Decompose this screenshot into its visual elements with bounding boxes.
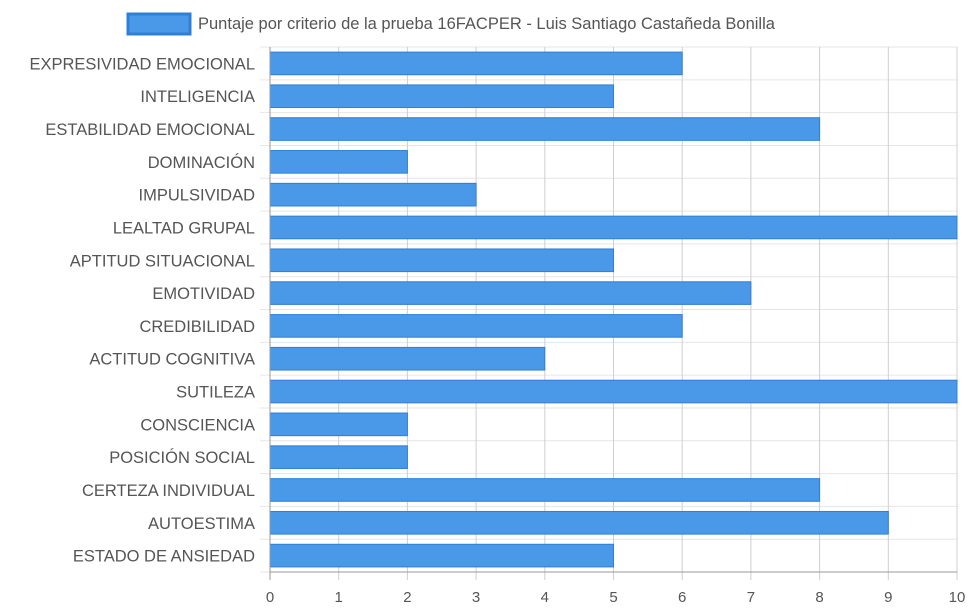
- x-tick-label: 6: [678, 589, 686, 606]
- category-label: IMPULSIVIDAD: [139, 187, 256, 205]
- x-tick-label: 8: [815, 589, 823, 606]
- x-tick-label: 3: [472, 589, 480, 606]
- category-label: INTELIGENCIA: [140, 88, 255, 106]
- category-label: ESTABILIDAD EMOCIONAL: [45, 121, 255, 139]
- bar[interactable]: [269, 510, 889, 535]
- category-label: SUTILEZA: [176, 384, 255, 402]
- category-label: ESTADO DE ANSIEDAD: [73, 548, 255, 566]
- bar[interactable]: [269, 281, 752, 305]
- legend-swatch[interactable]: [126, 12, 192, 36]
- category-label: CERTEZA INDIVIDUAL: [82, 482, 255, 500]
- axes: [269, 47, 957, 573]
- category-labels: EXPRESIVIDAD EMOCIONAL INTELIGENCIA ESTABI…: [29, 55, 255, 565]
- bar[interactable]: [269, 379, 958, 404]
- bar[interactable]: [269, 346, 546, 371]
- bar[interactable]: [269, 215, 958, 240]
- bar[interactable]: [269, 84, 614, 109]
- x-tick-label: 7: [747, 589, 755, 606]
- category-label: LEALTAD GRUPAL: [113, 219, 255, 237]
- x-tick-label: 0: [266, 589, 274, 606]
- category-label: POSICIÓN SOCIAL: [109, 448, 255, 467]
- bars: [269, 51, 958, 568]
- bar[interactable]: [269, 248, 614, 273]
- category-label: ACTITUD COGNITIVA: [89, 351, 255, 369]
- bar[interactable]: [269, 150, 408, 174]
- bar[interactable]: [269, 445, 408, 469]
- bar[interactable]: [269, 314, 683, 338]
- x-tick-label: 9: [884, 589, 892, 606]
- category-label: AUTOESTIMA: [148, 515, 255, 533]
- bar[interactable]: [269, 412, 408, 437]
- category-label: EXPRESIVIDAD EMOCIONAL: [29, 55, 255, 73]
- x-tick-label: 10: [949, 589, 966, 606]
- category-label: DOMINACIÓN: [148, 153, 255, 172]
- legend-label[interactable]: Puntaje por criterio de la prueba 16FACP…: [198, 15, 776, 33]
- x-axis-ticks: 0 1 2 3 4 5 6 7 8 9 10: [266, 589, 966, 606]
- x-tick-label: 1: [335, 589, 343, 606]
- bar[interactable]: [269, 51, 683, 76]
- bar[interactable]: [269, 478, 821, 502]
- x-tick-label: 5: [609, 589, 617, 606]
- category-label: EMOTIVIDAD: [152, 285, 255, 303]
- x-tick-label: 2: [403, 589, 411, 606]
- category-label: APTITUD SITUACIONAL: [70, 252, 255, 270]
- legend[interactable]: Puntaje por criterio de la prueba 16FACP…: [126, 12, 776, 36]
- bar[interactable]: [269, 117, 821, 141]
- bar[interactable]: [269, 543, 614, 568]
- bar[interactable]: [269, 182, 477, 207]
- category-label: CONSCIENCIA: [140, 416, 255, 434]
- x-tick-label: 4: [541, 589, 549, 606]
- category-label: CREDIBILIDAD: [139, 318, 255, 336]
